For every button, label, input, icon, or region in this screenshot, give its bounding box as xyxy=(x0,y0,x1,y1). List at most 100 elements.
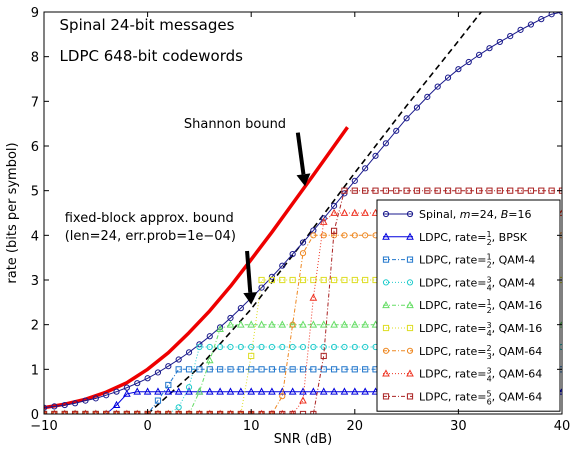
legend-marker xyxy=(382,324,390,332)
legend-text: m xyxy=(460,208,471,221)
data-point xyxy=(362,276,369,284)
data-point xyxy=(258,343,265,351)
data-point xyxy=(362,165,369,172)
data-point xyxy=(133,387,142,395)
data-point xyxy=(507,33,514,40)
data-point xyxy=(278,387,287,395)
data-point xyxy=(237,320,245,328)
data-point xyxy=(309,293,318,301)
data-point xyxy=(195,387,204,395)
data-point xyxy=(320,232,327,239)
data-point xyxy=(310,276,317,284)
data-point xyxy=(289,321,296,328)
data-point xyxy=(362,187,369,194)
data-point xyxy=(496,187,503,194)
legend-marker xyxy=(382,369,390,377)
data-point xyxy=(175,356,182,363)
data-point xyxy=(444,74,452,81)
data-point xyxy=(330,276,338,284)
legend-text: B xyxy=(501,208,509,221)
legend-label: Spinal, m=24, B=16 xyxy=(419,208,532,221)
legend-text: Spinal, xyxy=(419,208,460,221)
data-point xyxy=(279,262,286,269)
legend-marker xyxy=(406,369,414,377)
data-point xyxy=(351,343,358,351)
legend-text: LDPC, rate= xyxy=(419,390,486,403)
data-point xyxy=(258,276,265,284)
legend-entry: LDPC, rate=3 4, QAM-4 xyxy=(382,275,535,292)
data-point xyxy=(476,51,483,58)
data-point xyxy=(248,343,255,351)
legend-text: 2 xyxy=(487,306,492,315)
data-point xyxy=(299,343,307,351)
data-point xyxy=(196,341,203,348)
data-point xyxy=(309,387,318,395)
annotation-text: LDPC 648-bit codewords xyxy=(60,47,244,65)
data-point xyxy=(258,284,265,291)
data-point xyxy=(486,187,493,194)
data-point xyxy=(351,276,358,284)
data-point xyxy=(299,320,307,328)
data-point xyxy=(310,343,317,351)
legend-entry: LDPC, rate=1 2, QAM-16 xyxy=(382,298,543,315)
legend-text: =24, xyxy=(471,208,501,221)
y-axis-label: rate (bits per symbol) xyxy=(5,142,20,283)
data-point xyxy=(237,305,244,312)
data-point xyxy=(92,395,99,402)
legend-marker xyxy=(382,279,390,286)
data-point xyxy=(527,187,535,194)
legend-marker xyxy=(406,279,414,286)
data-point xyxy=(175,366,182,373)
y-tick-label: 6 xyxy=(31,140,39,155)
data-point xyxy=(350,387,359,395)
data-point xyxy=(205,387,214,395)
data-point xyxy=(196,343,203,351)
legend-marker xyxy=(406,347,414,354)
annotation-text: (len=24, err.prob=1e−04) xyxy=(65,229,236,244)
legend-text: 1 xyxy=(486,298,491,307)
data-point xyxy=(330,387,338,395)
data-point xyxy=(434,187,441,194)
data-point xyxy=(320,366,327,373)
x-tick-label: 40 xyxy=(554,419,571,434)
legend-text: 3 xyxy=(487,352,492,361)
legend-entry: LDPC, rate=5 6, QAM-64 xyxy=(382,389,542,406)
data-point xyxy=(206,333,213,340)
legend-marker xyxy=(382,256,390,263)
data-point xyxy=(382,140,389,147)
data-point xyxy=(154,387,162,395)
data-point xyxy=(424,187,431,194)
data-point xyxy=(434,83,441,90)
legend-text: 3 xyxy=(486,367,491,376)
data-point xyxy=(403,115,410,122)
series-line xyxy=(147,12,482,414)
data-point xyxy=(205,356,214,364)
data-point xyxy=(341,187,348,194)
data-point xyxy=(227,366,234,373)
legend-text: , QAM-16 xyxy=(492,299,543,312)
series-1 xyxy=(147,12,482,414)
data-point xyxy=(351,177,358,184)
data-point xyxy=(217,343,224,351)
data-point xyxy=(257,387,266,395)
data-point xyxy=(123,389,131,397)
x-tick-label: 30 xyxy=(450,419,467,434)
data-point xyxy=(361,387,369,395)
data-point xyxy=(51,403,58,410)
y-tick-label: 7 xyxy=(31,95,39,110)
data-point xyxy=(362,366,369,373)
legend-marker xyxy=(406,256,414,263)
data-point xyxy=(320,343,327,351)
data-point xyxy=(113,388,120,395)
data-point xyxy=(185,366,193,373)
data-point xyxy=(455,187,462,194)
legend-text: 4 xyxy=(487,283,492,292)
legend-marker xyxy=(406,210,414,218)
legend-text: LDPC, rate= xyxy=(419,368,486,381)
legend-entry: LDPC, rate=1 2, QAM-4 xyxy=(382,253,535,270)
data-point xyxy=(507,187,514,194)
data-point xyxy=(279,366,286,373)
data-point xyxy=(185,384,193,391)
data-point xyxy=(289,276,296,284)
legend-text: 1 xyxy=(486,230,491,239)
